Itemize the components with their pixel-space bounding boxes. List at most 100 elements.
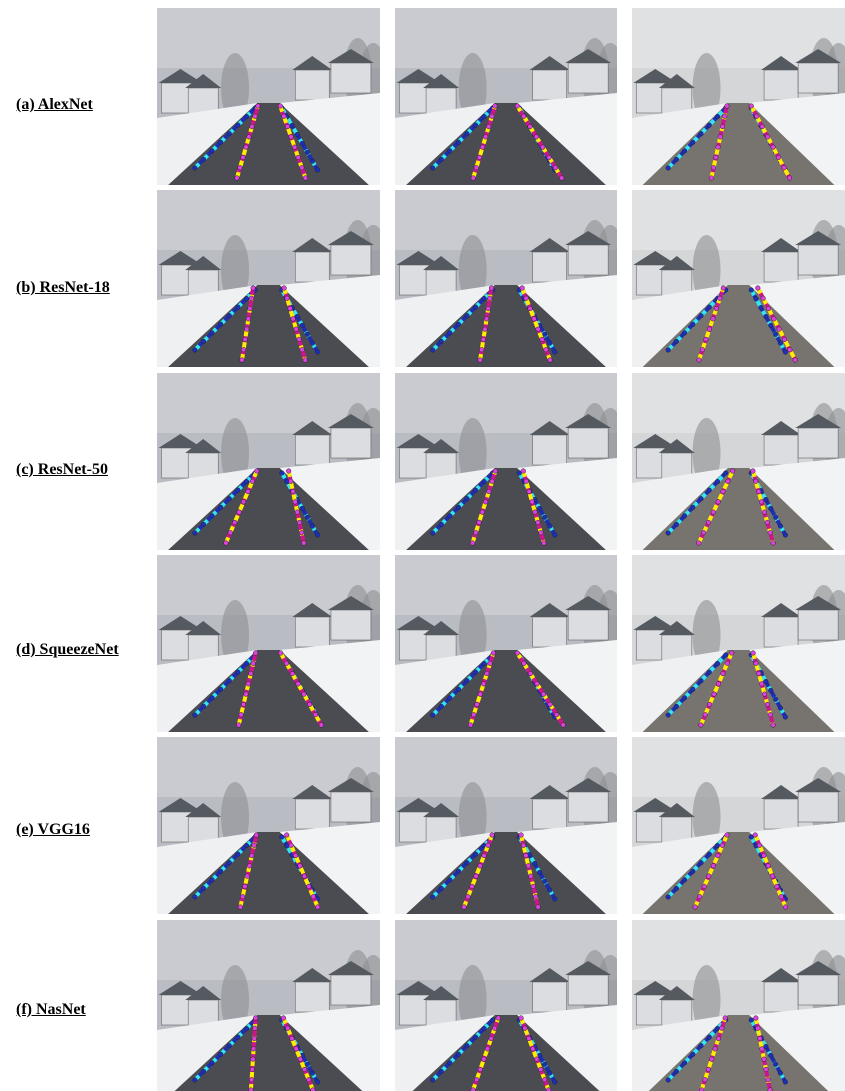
lane-point <box>778 341 783 346</box>
lane-point <box>210 331 215 336</box>
lane-point <box>218 505 223 510</box>
house <box>533 435 567 465</box>
lane-point <box>707 702 712 707</box>
lane-point <box>701 530 706 535</box>
lane-point <box>720 1026 725 1031</box>
lane-point <box>768 530 773 535</box>
lane-point <box>759 682 764 687</box>
lane-point <box>768 688 773 693</box>
lane-point <box>766 1077 771 1082</box>
lane-point <box>547 155 552 160</box>
lane-point <box>788 347 793 352</box>
road-image <box>395 190 624 367</box>
lane-point <box>753 479 758 484</box>
lane-point <box>715 114 720 119</box>
lane-point <box>492 1026 497 1031</box>
house <box>568 63 608 93</box>
lane-point <box>537 506 542 511</box>
lane-point <box>439 339 444 344</box>
lane-point <box>682 514 687 519</box>
house <box>764 617 798 647</box>
lane-point <box>773 1062 778 1067</box>
lane-point <box>521 469 526 474</box>
lane-point <box>762 1057 767 1062</box>
house <box>798 610 838 640</box>
lane-point <box>244 661 249 666</box>
lane-point <box>456 140 461 145</box>
lane-point <box>682 1061 687 1066</box>
lane-point <box>307 884 312 889</box>
lane-point <box>193 713 198 718</box>
lane-point <box>252 1036 257 1041</box>
lane-point <box>478 1067 483 1072</box>
lane-point <box>490 1018 495 1023</box>
lane-point <box>295 132 300 137</box>
lane-point <box>691 140 696 145</box>
lane-point <box>765 135 770 140</box>
lane-point <box>531 884 536 889</box>
lane-point <box>768 712 773 717</box>
lane-point <box>530 500 535 505</box>
lane-point <box>254 469 259 474</box>
lane-point <box>696 541 701 546</box>
lane-point <box>239 712 244 717</box>
lane-point <box>682 331 687 336</box>
lane-point <box>761 296 766 301</box>
lane-point <box>540 337 545 342</box>
lane-point <box>249 296 254 301</box>
lane-point <box>244 479 249 484</box>
lane-point <box>218 1052 223 1057</box>
lane-point <box>496 1016 501 1021</box>
house <box>798 428 838 458</box>
house <box>533 617 567 647</box>
lane-point <box>762 510 767 515</box>
lane-point <box>300 141 305 146</box>
house <box>533 252 567 282</box>
lane-point <box>749 1018 754 1023</box>
lane-point <box>297 337 302 342</box>
lane-point <box>448 514 453 519</box>
lane-point <box>674 157 679 162</box>
lane-point <box>465 1043 470 1048</box>
lane-point <box>240 894 245 899</box>
lane-point <box>524 479 529 484</box>
lane-point <box>773 697 778 702</box>
lane-point <box>456 505 461 510</box>
road-image <box>632 555 845 732</box>
lane-point <box>528 306 533 311</box>
lane-point <box>771 723 776 728</box>
lane-point <box>493 104 498 109</box>
lane-point <box>707 488 712 493</box>
lane-point <box>520 286 525 291</box>
lane-point <box>486 306 491 311</box>
lane-point <box>251 1047 256 1052</box>
lane-point <box>473 530 478 535</box>
lane-point <box>707 123 712 128</box>
lane-point <box>474 1077 479 1082</box>
lane-point <box>532 317 537 322</box>
lane-point <box>528 671 533 676</box>
lane-point <box>291 317 296 322</box>
lane-point <box>721 489 726 494</box>
lane-point <box>483 135 488 140</box>
lane-point <box>210 878 215 883</box>
lane-point <box>712 692 717 697</box>
lane-point <box>749 288 754 293</box>
lane-point <box>291 489 296 494</box>
lane-point <box>519 1016 524 1021</box>
lane-point <box>302 692 307 697</box>
lane-point <box>249 671 254 676</box>
lane-point <box>298 1057 303 1062</box>
lane-point <box>535 682 540 687</box>
lane-point <box>707 305 712 310</box>
house <box>568 428 608 458</box>
lane-point <box>285 296 290 301</box>
lane-point <box>303 358 308 363</box>
lane-point <box>515 104 520 109</box>
lane-point <box>553 165 558 170</box>
lane-point <box>723 653 728 658</box>
lane-point <box>293 853 298 858</box>
road-image <box>157 920 387 1091</box>
house <box>798 975 838 1005</box>
lane-point <box>236 488 241 493</box>
